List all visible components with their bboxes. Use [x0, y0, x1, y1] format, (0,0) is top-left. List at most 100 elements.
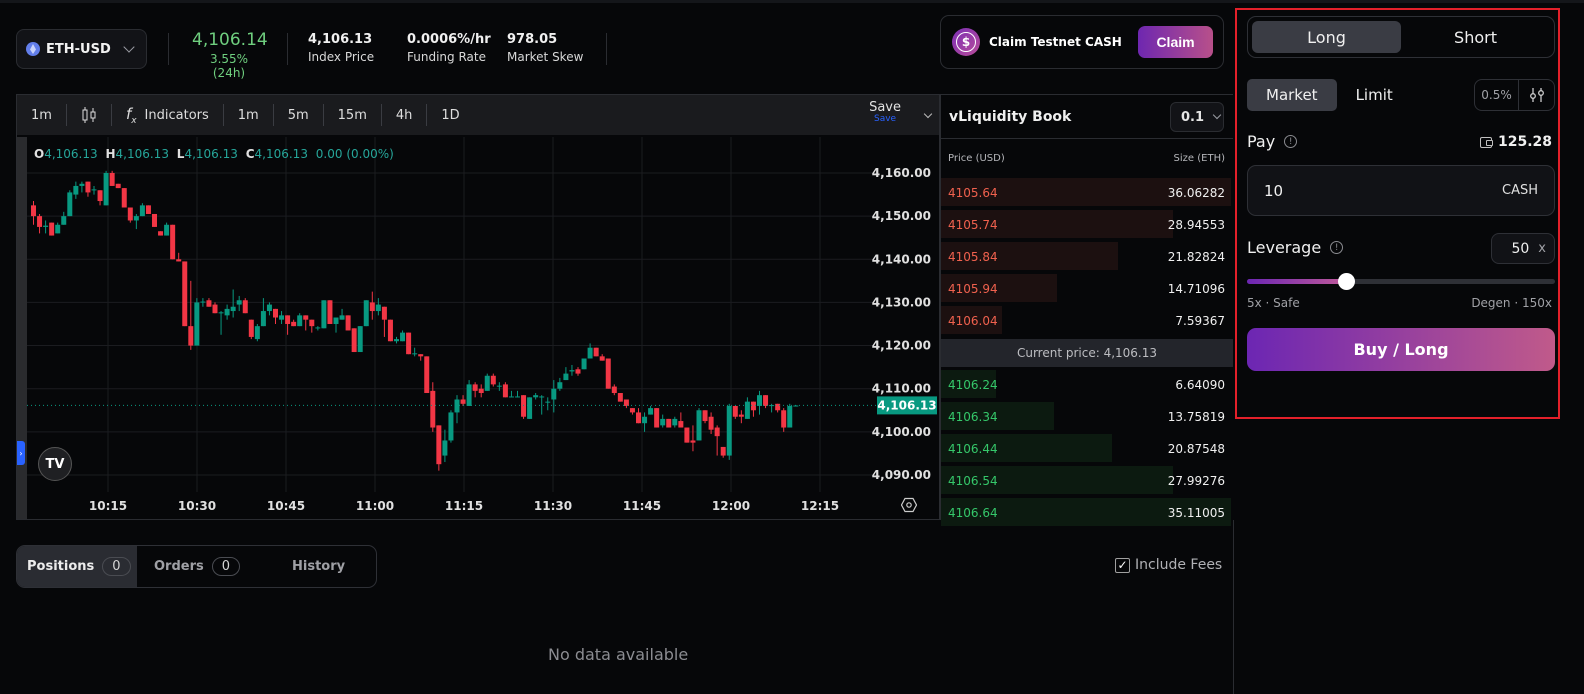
timeframe-4h[interactable]: 4h — [395, 107, 413, 123]
tab-label: Positions — [27, 559, 95, 574]
order-price: 4105.64 — [948, 186, 998, 200]
ask-row[interactable]: 4105.84 21.82824 — [941, 241, 1233, 273]
orderbook-title: vLiquidity Book — [949, 108, 1072, 125]
timeframe-1m[interactable]: 1m — [237, 107, 259, 123]
candlestick-plot[interactable]: 10:15 10:30 10:45 11:00 11:15 11:30 11:45 12:00… — [17, 137, 939, 519]
bid-row[interactable]: 4106.64 35.11005 — [941, 497, 1233, 529]
depth-bar — [941, 306, 1002, 334]
market-order-tab[interactable]: Market — [1247, 79, 1337, 111]
order-size: 20.87548 — [1167, 442, 1225, 456]
tab-label: Orders — [154, 559, 204, 574]
tab-history[interactable]: History — [262, 546, 355, 587]
save-menu-chevron-icon[interactable] — [923, 109, 933, 119]
toolbar-divider — [380, 104, 382, 126]
divider — [168, 33, 169, 65]
ask-row[interactable]: 4105.74 28.94553 — [941, 209, 1233, 241]
order-size: 21.82824 — [1167, 250, 1225, 264]
tab-orders[interactable]: Orders 0 — [137, 546, 262, 587]
market-skew-label: Market Skew — [507, 50, 584, 64]
candle-type-button[interactable] — [67, 103, 111, 127]
bid-row[interactable]: 4106.44 20.87548 — [941, 433, 1233, 465]
depth-bar — [941, 466, 1173, 494]
market-skew-stat: 978.05 Market Skew — [507, 32, 583, 64]
slider-thumb[interactable] — [1338, 273, 1355, 290]
balance-value: 125.28 — [1497, 134, 1552, 150]
timeframe-1d[interactable]: 1D — [441, 107, 460, 123]
depth-bar — [941, 210, 1173, 238]
info-icon[interactable]: ! — [1330, 241, 1344, 254]
long-tab[interactable]: Long — [1252, 21, 1401, 53]
ask-row[interactable]: 4105.94 14.71096 — [941, 273, 1233, 305]
chart-settings-icon[interactable] — [901, 497, 917, 513]
last-price: 4,106.14 — [192, 30, 268, 50]
leverage-field[interactable]: x — [1491, 233, 1555, 264]
ask-row[interactable]: 4105.64 36.06282 — [941, 177, 1233, 209]
ask-row[interactable]: 4106.04 7.59367 — [941, 305, 1233, 337]
toolbar-divider — [65, 104, 67, 126]
depth-bar — [941, 434, 1113, 462]
depth-bar — [941, 370, 997, 398]
buy-long-button[interactable]: Buy / Long — [1247, 328, 1555, 371]
svg-text:10:45: 10:45 — [267, 499, 305, 513]
slippage-value[interactable]: 0.5% — [1475, 80, 1519, 110]
save-sublabel: Save — [873, 114, 897, 124]
bid-row[interactable]: 4106.54 27.99276 — [941, 465, 1233, 497]
bids-list: 4106.24 6.64090 4106.34 13.75819 4106.44 20.8… — [941, 369, 1233, 529]
svg-text:10:30: 10:30 — [178, 499, 216, 513]
chevron-down-icon — [123, 41, 135, 53]
info-icon[interactable]: ! — [1284, 135, 1298, 148]
tradingview-logo-icon[interactable]: TV — [38, 447, 72, 481]
pay-amount-input[interactable] — [1264, 181, 1444, 200]
function-icon: fx — [125, 104, 137, 126]
tick-size-select[interactable]: 0.1 — [1170, 102, 1224, 132]
tab-positions[interactable]: Positions 0 — [17, 546, 137, 587]
short-tab[interactable]: Short — [1454, 27, 1497, 47]
toolbar-divider — [110, 104, 112, 126]
slippage-settings-button[interactable] — [1519, 80, 1554, 110]
col-price: Price (USD) — [948, 152, 1005, 164]
timeframe-15m[interactable]: 15m — [337, 107, 367, 123]
order-price: 4105.94 — [948, 282, 998, 296]
svg-text:10:15: 10:15 — [89, 499, 127, 513]
checkmark-icon[interactable]: ✓ — [1115, 557, 1130, 573]
timeframe-5m[interactable]: 5m — [287, 107, 309, 123]
save-layout-button[interactable]: Save Save — [869, 101, 901, 124]
svg-text:4,130.00: 4,130.00 — [872, 295, 931, 309]
leverage-input[interactable] — [1501, 240, 1530, 257]
include-fees-checkbox[interactable]: ✓ Include Fees — [1115, 557, 1222, 573]
svg-text:12:00: 12:00 — [712, 499, 750, 513]
count-badge: 0 — [102, 557, 131, 576]
top-border — [0, 0, 1584, 3]
indicators-button[interactable]: fx Indicators — [112, 103, 223, 127]
market-skew-value: 978.05 — [507, 32, 558, 47]
depth-bar — [941, 498, 1231, 526]
col-size: Size (ETH) — [1173, 152, 1225, 164]
bid-row[interactable]: 4106.34 13.75819 — [941, 401, 1233, 433]
side-toggle: Long Short — [1247, 16, 1555, 58]
slippage-control: 0.5% — [1474, 79, 1555, 111]
toolbar-divider — [222, 104, 224, 126]
market-selector[interactable]: ETH-USD — [16, 29, 147, 69]
order-size: 6.64090 — [1175, 378, 1225, 392]
tab-label: History — [292, 559, 346, 574]
depth-bar — [941, 274, 1057, 302]
pay-amount-field[interactable]: CASH — [1247, 165, 1555, 216]
order-size: 28.94553 — [1167, 218, 1225, 232]
svg-text:4,150.00: 4,150.00 — [872, 209, 931, 223]
leverage-label-row: Leverage ! — [1247, 238, 1344, 257]
svg-text:11:30: 11:30 — [534, 499, 572, 513]
bid-row[interactable]: 4106.24 6.64090 — [941, 369, 1233, 401]
limit-order-tab[interactable]: Limit — [1355, 86, 1393, 104]
wallet-balance: 125.28 — [1479, 134, 1552, 150]
empty-state: No data available — [548, 645, 689, 664]
claim-button[interactable]: Claim — [1138, 26, 1213, 58]
index-price-value: 4,106.13 — [308, 32, 373, 47]
interval-selector[interactable]: 1m — [31, 107, 52, 123]
expand-sidebar-button[interactable]: › — [17, 441, 25, 465]
price-chart[interactable]: 1m fx Indicators 1m 5m 15m 4h 1D Save Sa… — [16, 94, 940, 520]
order-price: 4105.74 — [948, 218, 998, 232]
order-type-toggle: Market Limit — [1247, 79, 1412, 111]
toolbar-divider — [322, 104, 324, 126]
chart-canvas[interactable]: 10:15 10:30 10:45 11:00 11:15 11:30 11:45 12:00… — [17, 137, 939, 519]
leverage-slider[interactable] — [1247, 273, 1555, 290]
